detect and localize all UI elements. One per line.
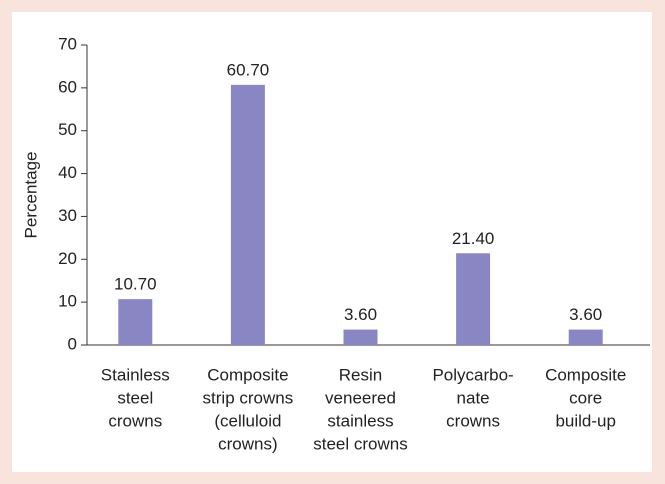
value-label: 3.60 (344, 305, 377, 324)
y-tick-label: 70 (58, 34, 77, 53)
y-tick-label: 50 (58, 120, 77, 139)
y-tick-label: 60 (58, 77, 77, 96)
bar (118, 299, 153, 345)
x-tick-label: veneered (325, 388, 396, 407)
y-tick-label: 0 (68, 334, 77, 353)
x-tick-label: Resin (339, 365, 382, 384)
x-tick-label: strip crowns (203, 388, 294, 407)
x-tick-label: Stainless (101, 365, 170, 384)
x-tick-label: (celluloid (214, 411, 281, 430)
y-tick-label: 20 (58, 249, 77, 268)
bar (568, 329, 603, 345)
bar (343, 329, 378, 345)
x-tick-label: core (569, 388, 602, 407)
x-tick-label: nate (457, 388, 490, 407)
x-tick-label: build-up (555, 411, 616, 430)
x-tick-label: steel (117, 388, 153, 407)
plot-panel (12, 12, 652, 472)
x-tick-label: Composite (207, 365, 288, 384)
y-tick-label: 40 (58, 163, 77, 182)
y-tick-label: 30 (58, 206, 77, 225)
bar (230, 84, 265, 345)
value-label: 60.70 (227, 60, 270, 79)
value-label: 21.40 (452, 229, 495, 248)
x-tick-label: crowns (446, 411, 500, 430)
value-label: 10.70 (114, 275, 157, 294)
x-tick-label: steel crowns (313, 434, 407, 453)
x-tick-label: Polycarbo- (432, 365, 513, 384)
y-tick-label: 10 (58, 292, 77, 311)
x-tick-label: stainless (327, 411, 393, 430)
bar (456, 253, 491, 345)
value-label: 3.60 (569, 305, 602, 324)
x-tick-label: crowns) (218, 434, 278, 453)
y-axis-label: Percentage (21, 152, 40, 239)
x-tick-label: Composite (545, 365, 626, 384)
x-tick-label: crowns (108, 411, 162, 430)
